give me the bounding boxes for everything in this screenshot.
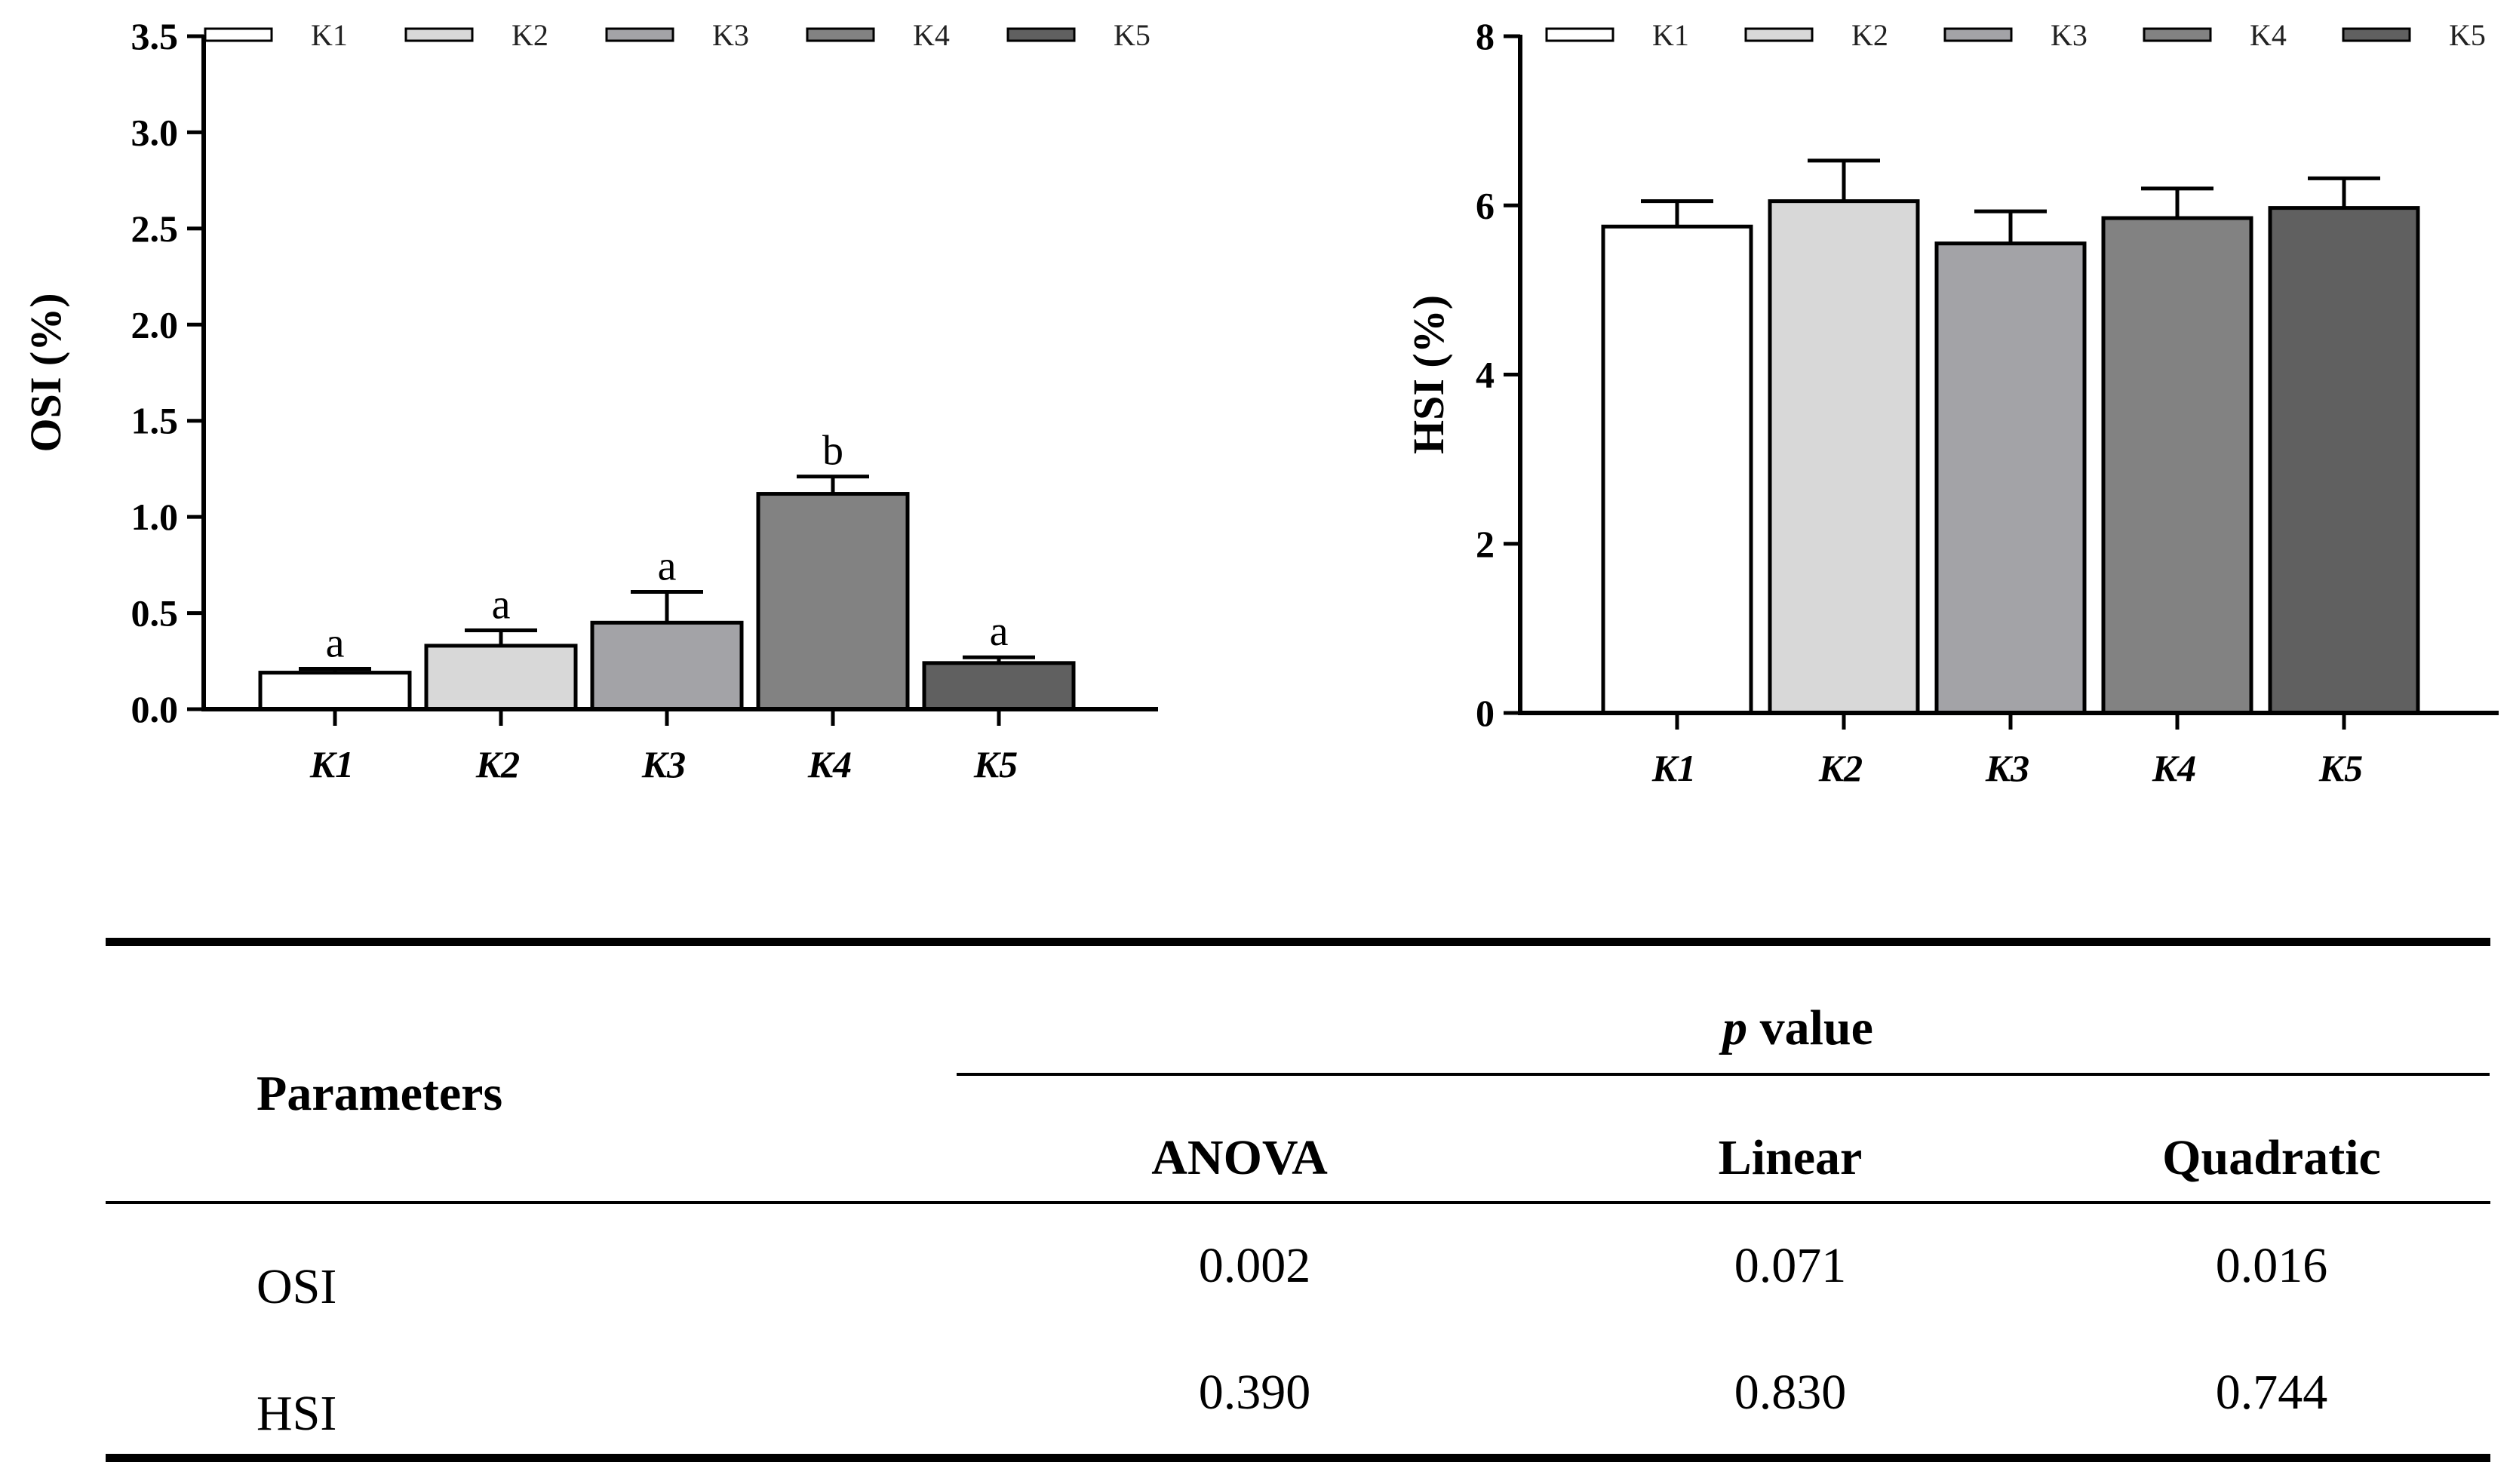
hsi-legend-swatch-k3 (1943, 27, 2013, 42)
row-hsi-linear: 0.830 (1734, 1365, 1847, 1420)
linear-header: Linear (1718, 1130, 1863, 1185)
parameters-header: Parameters (257, 1066, 503, 1121)
hsi-bar-k4 (2101, 216, 2253, 715)
hsi-ytick-label-1: 2 (1476, 523, 1495, 565)
osi-legend-swatch-k5 (1006, 27, 1076, 42)
osi-xlabel-k3: K3 (641, 743, 686, 785)
quadratic-header: Quadratic (2162, 1130, 2381, 1185)
osi-bar-k2 (424, 644, 578, 711)
osi-sig-k2: a (492, 582, 511, 628)
chart-area: a K1 a K2 a K3 b K4 a K5 0.0 0.5 1.0 1.5 2.0 2.5 3.0 3.5 O… (21, 15, 2499, 789)
anova-header: ANOVA (1151, 1130, 1328, 1185)
osi-ytick-label-1: 0.5 (131, 592, 179, 634)
osi-xlabel-k5: K5 (973, 743, 1018, 785)
hsi-xlabel-k2: K2 (1818, 747, 1863, 789)
table-header-rule (106, 1201, 2490, 1204)
p-symbol: p (1722, 1000, 1748, 1055)
hsi-y-axis-title: HSI (%) (1404, 295, 1453, 454)
row-osi-anova: 0.002 (1198, 1238, 1311, 1293)
osi-bar-k3 (590, 620, 744, 711)
osi-ytick-label-6: 3.0 (131, 111, 179, 153)
osi-ytick-label-5: 2.5 (131, 207, 179, 250)
osi-bar-k5 (922, 661, 1076, 711)
hsi-legend-swatch-k2 (1744, 27, 1814, 42)
hsi-legend-label-k1: K1 (1652, 18, 1689, 52)
osi-legend-swatch-k3 (605, 27, 674, 42)
osi-legend-label-k2: K2 (512, 18, 548, 52)
osi-legend-label-k5: K5 (1114, 18, 1151, 52)
hsi-legend-label-k2: K2 (1851, 18, 1888, 52)
osi-legend-swatch-k1 (204, 27, 273, 42)
row-hsi-anova: 0.390 (1198, 1365, 1311, 1420)
osi-xlabel-k4: K4 (807, 743, 852, 785)
osi-sig-k4: b (822, 428, 843, 475)
hsi-legend-swatch-k5 (2342, 27, 2411, 42)
osi-legend-label-k4: K4 (913, 18, 950, 52)
osi-sig-k1: a (326, 619, 345, 666)
hsi-ytick-label-4: 8 (1476, 15, 1495, 57)
osi-sig-k3: a (658, 543, 677, 590)
osi-ytick-label-2: 1.0 (131, 496, 179, 538)
osi-legend-swatch-k4 (806, 27, 875, 42)
hsi-bar-k1 (1601, 224, 1753, 715)
row-hsi-quadratic: 0.744 (2215, 1365, 2328, 1420)
hsi-legend-label-k5: K5 (2449, 18, 2486, 52)
hsi-legend-swatch-k4 (2143, 27, 2212, 42)
row-osi-quadratic: 0.016 (2215, 1238, 2328, 1293)
osi-chart: a K1 a K2 a K3 b K4 a K5 0.0 0.5 1.0 1.5 2.0 2.5 3.0 3.5 O… (21, 15, 1158, 785)
table-bottom-rule (106, 1454, 2490, 1462)
table-group-rule (957, 1073, 2490, 1076)
osi-bar-k1 (258, 671, 412, 711)
hsi-bar-k5 (2268, 206, 2420, 715)
hsi-legend-swatch-k1 (1545, 27, 1614, 42)
hsi-legend-label-k3: K3 (2051, 18, 2088, 52)
hsi-xlabel-k1: K1 (1651, 747, 1696, 789)
hsi-bar-k2 (1768, 199, 1920, 715)
hsi-xlabel-k4: K4 (2152, 747, 2196, 789)
osi-legend-label-k3: K3 (712, 18, 749, 52)
osi-ytick-label-3: 1.5 (131, 400, 179, 442)
osi-xlabel-k1: K1 (309, 743, 354, 785)
osi-y-axis-title: OSI (%) (21, 293, 70, 452)
osi-bar-k4 (756, 492, 910, 711)
osi-ytick-label-7: 3.5 (131, 15, 179, 57)
hsi-bar-k3 (1934, 241, 2087, 715)
osi-legend-label-k1: K1 (311, 18, 348, 52)
hsi-xlabel-k3: K3 (1985, 747, 2029, 789)
osi-ytick-label-0: 0.0 (131, 688, 179, 730)
row-osi-label: OSI (257, 1259, 337, 1314)
osi-legend-swatch-k2 (404, 27, 474, 42)
p-value-header: p value (1722, 1000, 1873, 1057)
osi-xlabel-k2: K2 (475, 743, 520, 785)
table-top-rule (106, 938, 2490, 946)
row-osi-linear: 0.071 (1734, 1238, 1847, 1293)
osi-sig-k5: a (990, 608, 1009, 655)
osi-ytick-label-4: 2.0 (131, 303, 179, 346)
row-hsi-label: HSI (257, 1386, 337, 1441)
hsi-ytick-label-0: 0 (1476, 692, 1495, 734)
hsi-ytick-label-3: 6 (1476, 184, 1495, 226)
p-value-suffix: value (1747, 1000, 1873, 1055)
hsi-legend-label-k4: K4 (2250, 18, 2287, 52)
hsi-chart: K1 K2 K3 K4 K5 0 2 4 6 8 HSI (%) K1 K2 K3 K4 K5 (1404, 15, 2499, 789)
hsi-xlabel-k5: K5 (2318, 747, 2363, 789)
hsi-ytick-label-2: 4 (1476, 354, 1495, 396)
